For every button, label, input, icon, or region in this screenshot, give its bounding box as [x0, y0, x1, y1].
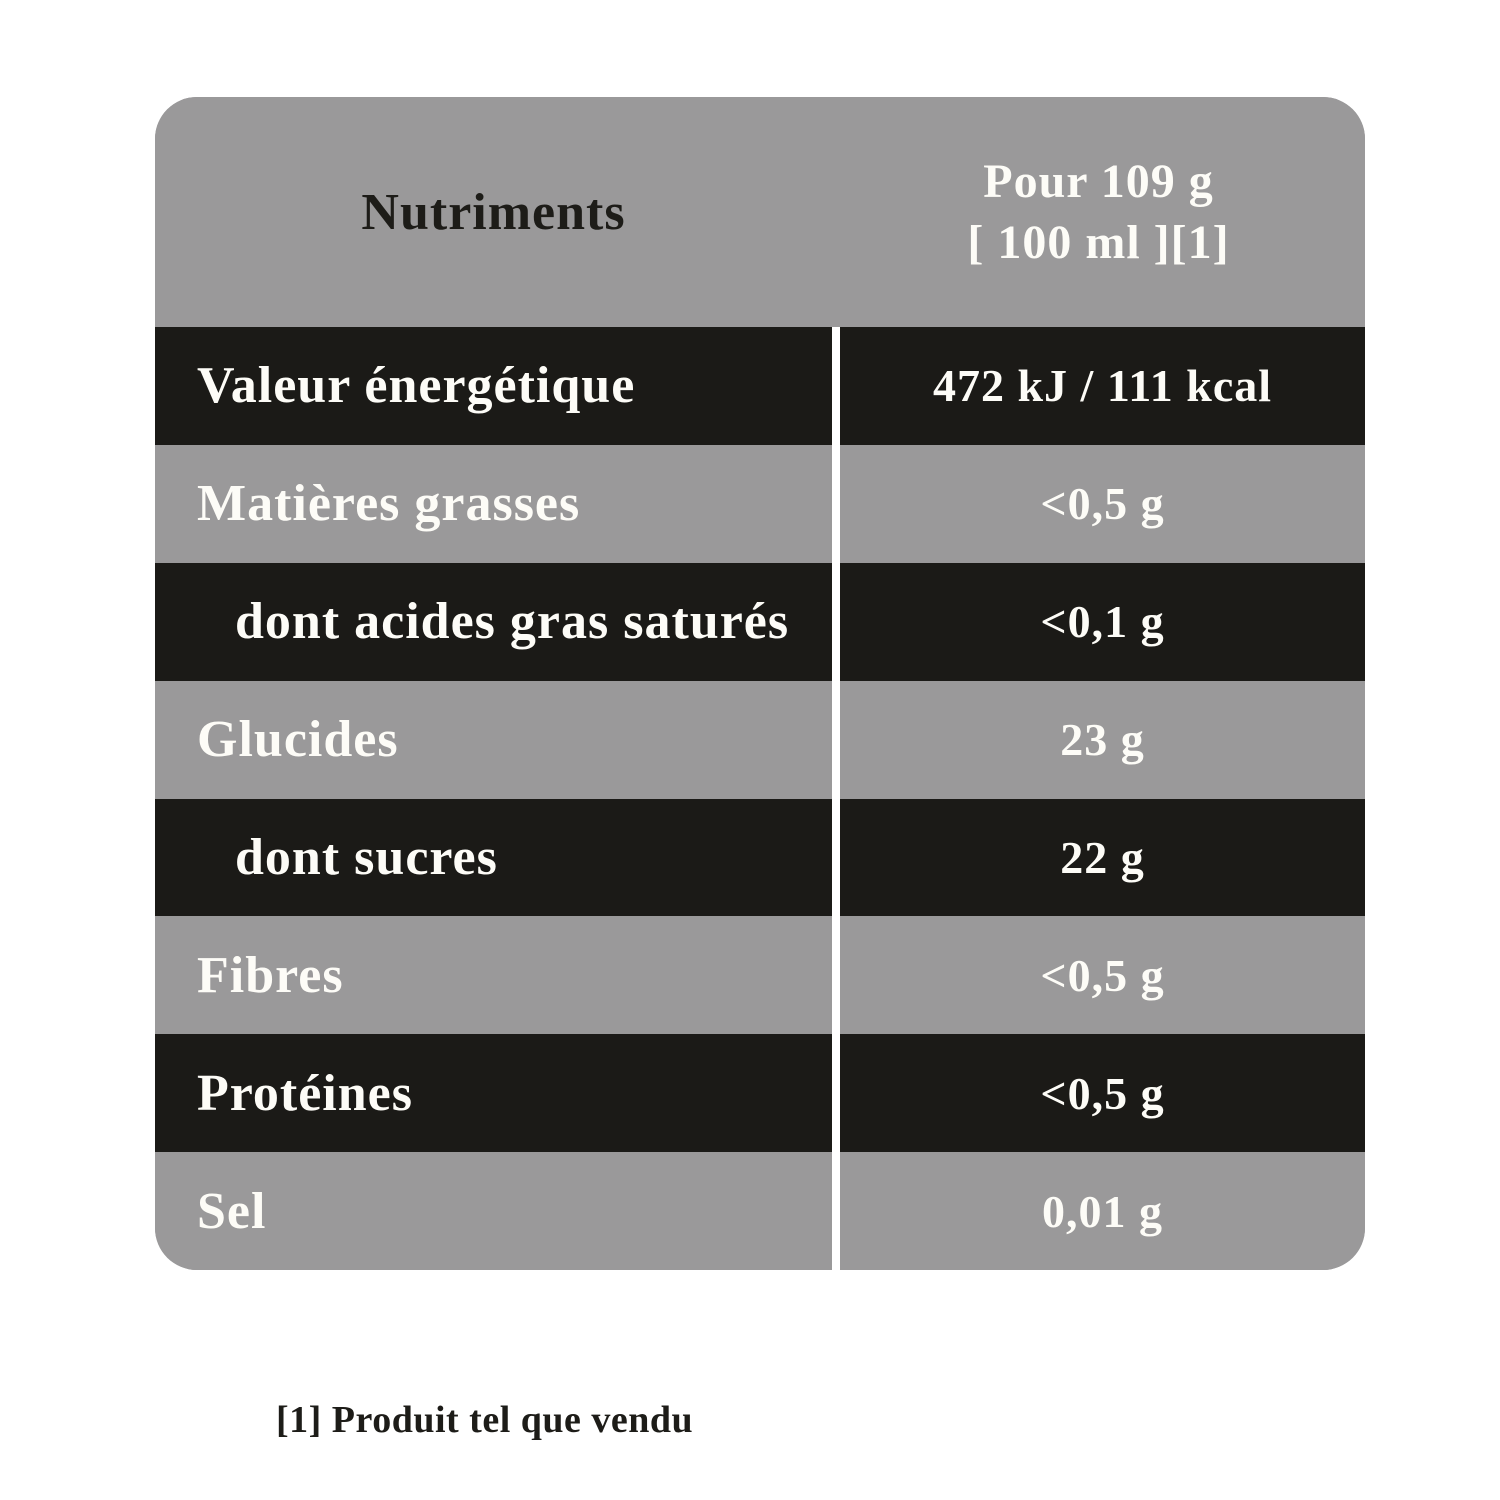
row-label: Matières grasses — [197, 475, 581, 533]
row-saturated-fat-value-cell: <0,1 g — [840, 563, 1365, 681]
row-fiber-value-cell: <0,5 g — [840, 916, 1365, 1034]
row-sugars-value-cell: 22 g — [840, 799, 1365, 917]
row-value: 23 g — [1060, 714, 1145, 766]
row-protein-value-cell: <0,5 g — [840, 1034, 1365, 1152]
row-value: 0,01 g — [1042, 1185, 1163, 1237]
row-label: Glucides — [197, 711, 399, 769]
row-sugars-label-cell: dont sucres — [155, 799, 832, 917]
row-fat: Matières grasses <0,5 g — [155, 444, 1365, 563]
row-value: <0,5 g — [1040, 949, 1165, 1001]
row-salt-value-cell: 0,01 g — [840, 1152, 1365, 1270]
row-carbohydrates-label-cell: Glucides — [155, 681, 832, 799]
row-value: <0,5 g — [1040, 478, 1165, 530]
row-value: 472 kJ / 111 kcal — [932, 360, 1273, 412]
row-protein: Protéines <0,5 g — [155, 1034, 1365, 1153]
row-saturated-fat: dont acides gras saturés <0,1 g — [155, 562, 1365, 681]
row-label: Sel — [197, 1182, 267, 1240]
row-label: dont acides gras saturés — [235, 593, 790, 651]
row-label: Protéines — [197, 1064, 413, 1122]
row-label: Valeur énergétique — [197, 357, 636, 415]
row-label: Fibres — [197, 946, 344, 1004]
row-energy-value-cell: 472 kJ / 111 kcal — [840, 327, 1365, 445]
row-fat-value-cell: <0,5 g — [840, 445, 1365, 563]
row-energy: Valeur énergétique 472 kJ / 111 kcal — [155, 327, 1365, 445]
table-body: Valeur énergétique 472 kJ / 111 kcal Mat… — [155, 327, 1365, 1270]
row-saturated-fat-label-cell: dont acides gras saturés — [155, 563, 832, 681]
row-energy-label-cell: Valeur énergétique — [155, 327, 832, 445]
header-serving-line1: Pour 109 g — [983, 154, 1214, 208]
row-salt: Sel 0,01 g — [155, 1152, 1365, 1270]
header-nutrients-label: Nutriments — [361, 183, 626, 241]
column-divider — [832, 327, 840, 1270]
footnote-product-as-sold: [1] Produit tel que vendu — [276, 1399, 694, 1441]
row-fiber: Fibres <0,5 g — [155, 916, 1365, 1035]
nutrition-facts-table: Nutriments Pour 109 g [ 100 ml ][1] Vale… — [155, 97, 1365, 1270]
row-sugars: dont sucres 22 g — [155, 798, 1365, 917]
row-protein-label-cell: Protéines — [155, 1034, 832, 1152]
row-value: <0,1 g — [1040, 596, 1165, 648]
header-serving-cell: Pour 109 g [ 100 ml ][1] — [832, 97, 1365, 327]
row-salt-label-cell: Sel — [155, 1152, 832, 1270]
header-nutrients-cell: Nutriments — [155, 97, 832, 327]
row-carbohydrates: Glucides 23 g — [155, 680, 1365, 799]
row-value: 22 g — [1060, 831, 1145, 883]
row-value: <0,5 g — [1040, 1067, 1165, 1119]
table-header-row: Nutriments Pour 109 g [ 100 ml ][1] — [155, 97, 1365, 327]
row-carbohydrates-value-cell: 23 g — [840, 681, 1365, 799]
row-fiber-label-cell: Fibres — [155, 916, 832, 1034]
row-label: dont sucres — [235, 828, 498, 886]
row-fat-label-cell: Matières grasses — [155, 445, 832, 563]
header-serving-line2: [ 100 ml ][1] — [967, 216, 1230, 269]
